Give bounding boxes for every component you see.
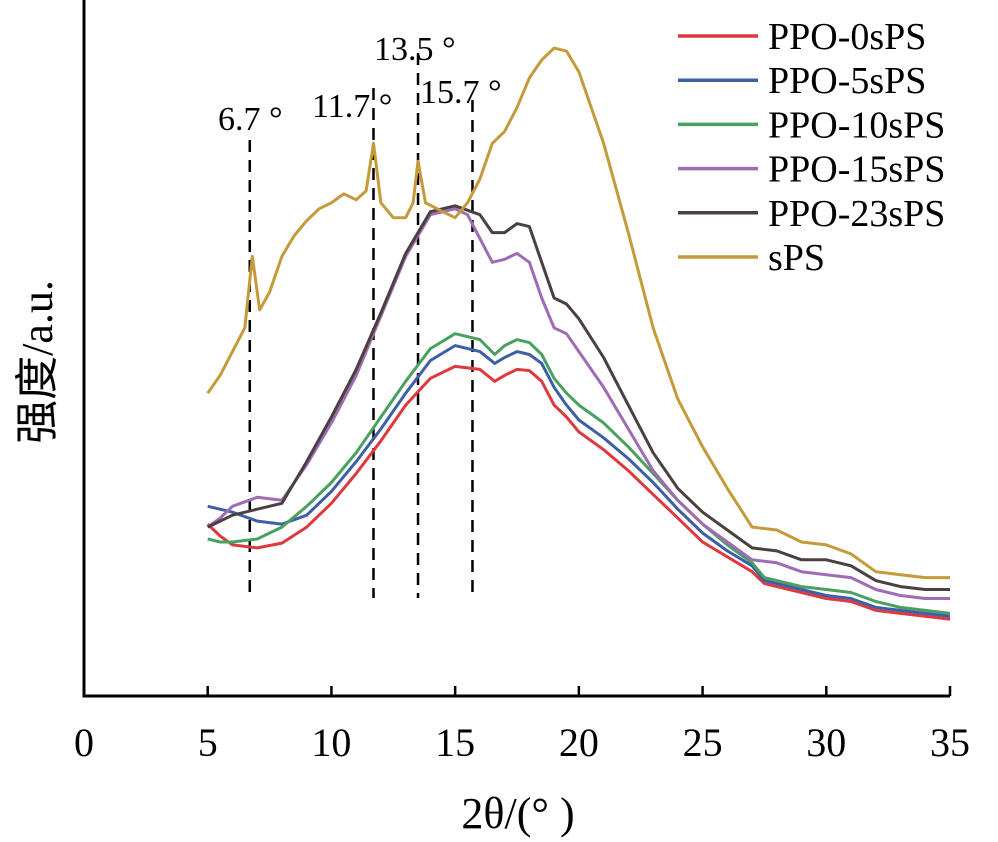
x-tick-label: 5 (198, 720, 218, 765)
x-tick-label: 15 (435, 720, 475, 765)
y-axis-label: 强度/a.u. (13, 280, 62, 444)
legend: PPO-0sPSPPO-5sPSPPO-10sPSPPO-15sPSPPO-23… (678, 16, 945, 279)
legend-label: sPS (768, 237, 825, 279)
x-axis-label: 2θ/(° ) (461, 789, 574, 838)
x-tick-label: 20 (559, 720, 599, 765)
series-ppo-15sps (206, 207, 950, 600)
series-ppo-0sps (206, 364, 951, 621)
x-tick-label: 35 (930, 720, 970, 765)
peak-annotations: 6.7 ° 11.7 ° 13.5 ° 15.7 ° (218, 31, 502, 138)
x-tick-label: 30 (806, 720, 846, 765)
series-lines (206, 46, 951, 621)
series-ppo-23sps (207, 204, 950, 591)
reference-lines (248, 53, 474, 598)
x-tick-label: 25 (683, 720, 723, 765)
peak-label: 6.7 ° (218, 101, 283, 138)
series-ppo-5sps (207, 344, 951, 618)
peak-label: 15.7 ° (420, 74, 502, 111)
series-ppo-10sps (207, 332, 951, 615)
legend-label: PPO-15sPS (768, 149, 945, 191)
series-sps (206, 46, 950, 580)
axes: 0 5 10 15 20 25 30 35 (74, 0, 970, 765)
legend-label: PPO-23sPS (768, 193, 945, 235)
legend-label: PPO-10sPS (768, 104, 945, 146)
legend-label: PPO-0sPS (768, 16, 926, 58)
peak-label: 11.7 ° (312, 88, 392, 125)
legend-label: PPO-5sPS (768, 60, 926, 102)
peak-label: 13.5 ° (374, 31, 456, 68)
x-tick-label: 10 (311, 720, 351, 765)
x-tick-label: 0 (74, 720, 94, 765)
